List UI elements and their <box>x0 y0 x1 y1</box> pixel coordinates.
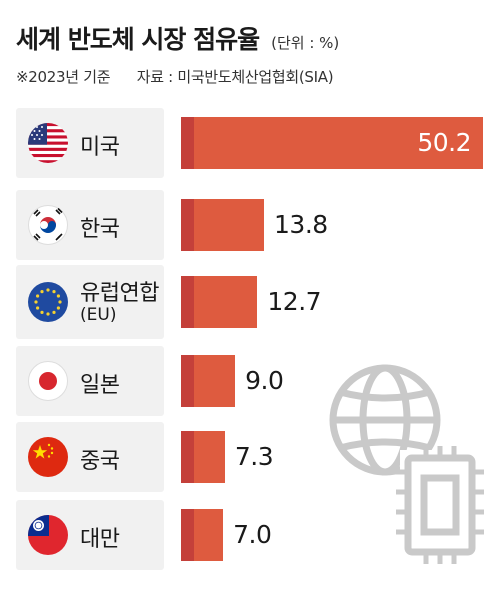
data-label: 13.8 <box>274 210 328 239</box>
bar-row: 한국 13.8 <box>0 190 500 260</box>
category-label: 중국 <box>80 449 120 474</box>
title-row: 세계 반도체 시장 점유율 (단위 : %) <box>16 20 339 56</box>
chart-title: 세계 반도체 시장 점유율 <box>16 25 260 54</box>
bar-row: 유럽연합 (EU) 12.7 <box>0 265 500 339</box>
category-label-box: 유럽연합 (EU) <box>16 265 164 339</box>
category-label: 미국 <box>80 135 120 160</box>
bar-accent <box>181 117 194 169</box>
subtitle: ※2023년 기준 자료 : 미국반도체산업협회(SIA) <box>16 66 334 87</box>
bar <box>181 199 265 251</box>
data-label: 50.2 <box>417 128 471 157</box>
bar-accent <box>181 199 194 251</box>
bar-row: 미국 50.2 <box>0 108 500 178</box>
bar-row: 중국 7.3 <box>0 422 500 492</box>
category-label: 한국 <box>80 217 120 242</box>
bar-accent <box>181 431 194 483</box>
category-label: 일본 <box>80 373 120 398</box>
bar-accent <box>181 509 194 561</box>
kr-flag-icon <box>28 205 68 245</box>
bar-accent <box>181 276 194 328</box>
bar <box>181 509 224 561</box>
category-label-box: 미국 <box>16 108 164 178</box>
jp-flag-icon <box>28 361 68 401</box>
category-label-box: 중국 <box>16 422 164 492</box>
category-label-box: 일본 <box>16 346 164 416</box>
cn-flag-icon <box>28 437 68 477</box>
data-label: 12.7 <box>267 287 322 316</box>
bar <box>181 355 236 407</box>
source-note: 자료 : 미국반도체산업협회(SIA) <box>136 68 334 86</box>
tw-flag-icon <box>28 515 68 555</box>
base-year-note: ※2023년 기준 <box>16 68 111 86</box>
category-label-box: 대만 <box>16 500 164 570</box>
bar <box>181 117 483 169</box>
bar-accent <box>181 355 194 407</box>
bar-row: 일본 9.0 <box>0 346 500 416</box>
category-label: 유럽연합 <box>80 281 159 306</box>
us-flag-icon <box>28 123 68 163</box>
data-label: 7.3 <box>234 442 274 471</box>
category-label-box: 한국 <box>16 190 164 260</box>
unit-label: (단위 : %) <box>271 34 340 52</box>
category-label: 대만 <box>80 527 120 552</box>
bar <box>181 276 258 328</box>
bar-row: 대만 7.0 <box>0 500 500 570</box>
data-label: 7.0 <box>233 520 272 549</box>
category-sublabel: (EU) <box>80 305 117 325</box>
eu-flag-icon <box>28 282 68 322</box>
data-label: 9.0 <box>245 366 284 395</box>
bar <box>181 431 225 483</box>
globe-chip-icon <box>329 364 484 564</box>
